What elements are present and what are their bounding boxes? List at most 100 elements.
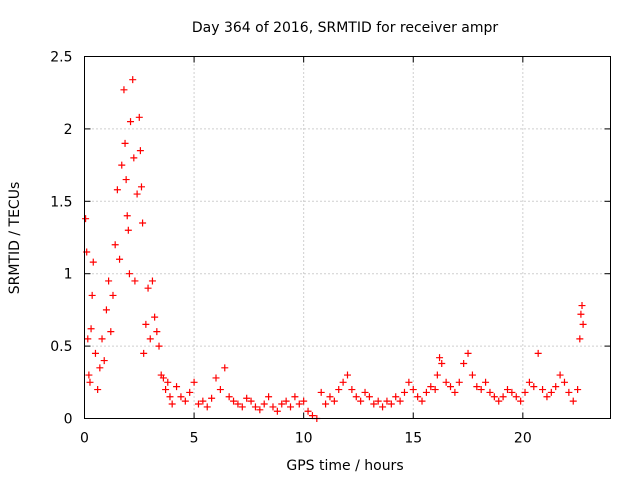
data-point: [166, 393, 174, 401]
data-point: [482, 378, 490, 386]
data-point: [287, 403, 295, 411]
data-point: [243, 394, 251, 402]
data-point: [142, 320, 150, 328]
data-point: [146, 335, 154, 343]
data-point: [291, 393, 299, 401]
data-point: [89, 258, 97, 266]
data-point: [155, 342, 163, 350]
data-point: [464, 349, 472, 357]
data-point: [173, 383, 181, 391]
data-point: [295, 400, 303, 408]
data-point: [247, 397, 255, 405]
data-point: [123, 212, 131, 220]
data-point: [431, 386, 439, 394]
data-point: [282, 397, 290, 405]
data-point: [447, 383, 455, 391]
data-point: [82, 215, 90, 223]
data-point: [162, 386, 170, 394]
data-point: [109, 291, 117, 299]
data-point: [486, 388, 494, 396]
data-point: [122, 176, 130, 184]
data-point: [135, 113, 143, 121]
data-point: [260, 400, 268, 408]
data-point: [348, 386, 356, 394]
data-point: [308, 412, 316, 420]
data-point: [379, 403, 387, 411]
x-tick-label: 20: [514, 431, 532, 447]
data-point: [552, 383, 560, 391]
data-point: [98, 335, 106, 343]
x-tick-labels: 0 5 10 15 20: [80, 431, 532, 447]
data-point: [129, 76, 137, 84]
data-point: [139, 219, 147, 227]
data-point: [102, 306, 110, 314]
data-point: [96, 364, 104, 372]
grid-lines: [84, 56, 611, 419]
plot-frame: [84, 56, 611, 419]
data-point: [273, 407, 281, 415]
data-point: [91, 349, 99, 357]
data-point: [414, 393, 422, 401]
data-point: [304, 407, 312, 415]
data-point: [400, 388, 408, 396]
data-point: [543, 393, 551, 401]
data-point: [136, 147, 144, 155]
data-point: [387, 400, 395, 408]
data-point: [539, 386, 547, 394]
data-point: [203, 403, 211, 411]
data-point: [418, 397, 426, 405]
data-point: [94, 386, 102, 394]
data-point: [251, 403, 259, 411]
data-point: [335, 386, 343, 394]
data-point: [422, 388, 430, 396]
data-point: [352, 393, 360, 401]
data-point: [137, 183, 145, 191]
data-point: [221, 364, 229, 372]
data-point: [468, 371, 476, 379]
data-point: [409, 386, 417, 394]
data-point: [265, 393, 273, 401]
data-point: [436, 354, 444, 362]
data-point: [433, 371, 441, 379]
data-point: [144, 284, 152, 292]
data-point: [278, 400, 286, 408]
data-point: [344, 371, 351, 379]
data-point: [427, 383, 435, 391]
data-point: [208, 394, 216, 402]
data-point: [127, 118, 135, 126]
data-point: [396, 397, 404, 405]
data-point: [212, 374, 220, 382]
data-point: [530, 383, 538, 391]
data-point: [442, 378, 450, 386]
chart-title: Day 364 of 2016, SRMTID for receiver amp…: [192, 20, 499, 36]
data-point: [159, 374, 167, 382]
data-point: [326, 393, 334, 401]
data-point: [455, 378, 463, 386]
x-tick-label: 5: [190, 431, 199, 447]
data-point: [88, 291, 96, 299]
data-point: [238, 403, 246, 411]
data-point: [124, 226, 132, 234]
data-point: [194, 400, 202, 408]
data-point: [438, 359, 446, 367]
data-point: [87, 325, 95, 333]
data-point: [330, 397, 338, 405]
data-point: [565, 388, 573, 396]
x-tick-label: 0: [80, 431, 89, 447]
data-point: [100, 357, 108, 365]
data-point: [230, 397, 238, 405]
data-point: [216, 386, 224, 394]
data-point: [120, 86, 128, 94]
data-point: [560, 378, 568, 386]
data-point: [383, 397, 391, 405]
data-point: [499, 393, 507, 401]
data-point: [361, 388, 369, 396]
data-point: [105, 277, 113, 285]
data-point: [477, 386, 485, 394]
data-point: [140, 349, 148, 357]
data-point: [121, 139, 129, 147]
data-point: [495, 397, 503, 405]
data-point: [525, 378, 533, 386]
data-point: [186, 388, 194, 396]
data-point: [473, 383, 481, 391]
